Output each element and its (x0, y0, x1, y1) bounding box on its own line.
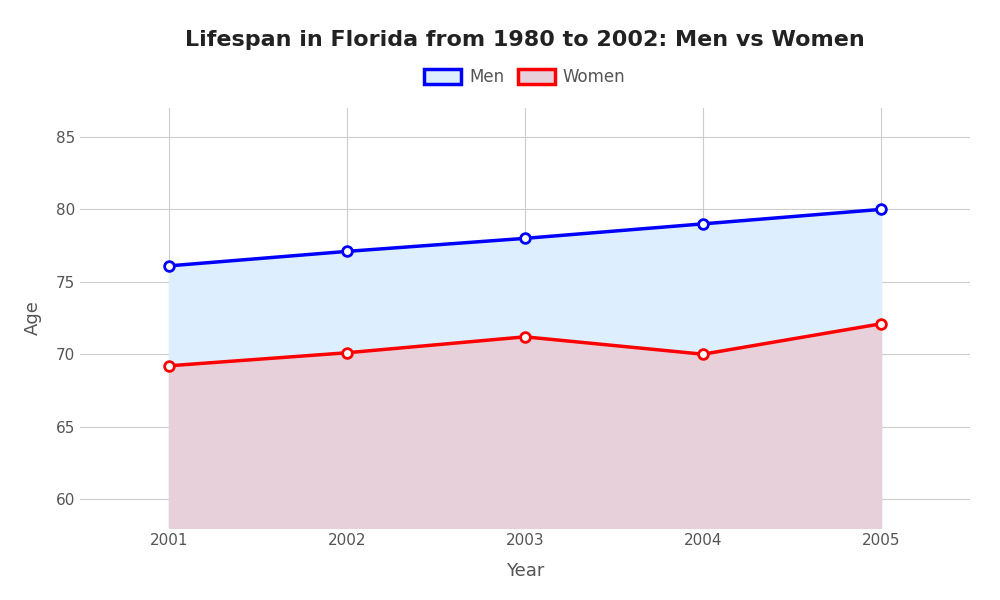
X-axis label: Year: Year (506, 562, 544, 580)
Y-axis label: Age: Age (24, 301, 42, 335)
Legend: Men, Women: Men, Women (418, 62, 632, 93)
Title: Lifespan in Florida from 1980 to 2002: Men vs Women: Lifespan in Florida from 1980 to 2002: M… (185, 29, 865, 49)
